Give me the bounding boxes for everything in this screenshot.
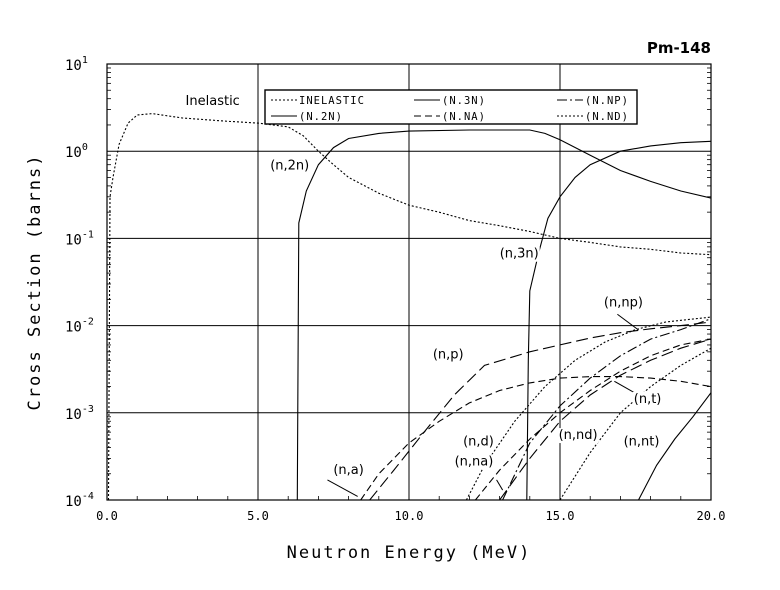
series-n-nd — [559, 347, 711, 500]
legend-box: INELASTIC (N.3N) (N.NP) (N.2N) (N.NA) (N.ND) — [264, 89, 638, 125]
x-tick-label: 20.0 — [697, 509, 726, 523]
curve-label: Inelastic — [186, 94, 240, 109]
curve-label: (n,p) — [433, 347, 464, 362]
series-n-np — [502, 318, 711, 500]
x-tick-label: 10.0 — [395, 509, 424, 523]
label-background — [602, 295, 644, 311]
tick-layer: 0.0 5.0 10.0 15.0 20.0 101 100 10-1 10-2 10-3 10-4 — [65, 55, 725, 523]
series-layer — [107, 113, 711, 500]
series-n-3n — [526, 140, 711, 500]
y-axis-label: Cross Section (barns) — [25, 154, 45, 411]
curve-label: (n,na) — [455, 454, 494, 469]
series-n-d — [465, 316, 711, 500]
series-n-t — [499, 338, 711, 500]
y-tick-label: 10-2 — [65, 317, 94, 336]
curve-label: (n,t) — [634, 392, 662, 407]
label-pointer — [496, 479, 504, 491]
legend-label: (N.2N) — [299, 111, 343, 123]
curve-label: (n,d) — [463, 435, 494, 450]
y-tick-label: 10-1 — [65, 229, 94, 248]
y-tick-label: 10-3 — [65, 404, 94, 423]
label-background — [453, 454, 495, 470]
curve-label: (n,2n) — [270, 158, 309, 173]
curve-label: (n,np) — [604, 296, 643, 311]
series-n-nt — [638, 392, 711, 500]
series-n-na — [474, 338, 711, 500]
curve-label: (n,a) — [333, 463, 363, 478]
y-tick-label: 100 — [65, 142, 88, 161]
x-axis-label: Neutron Energy (MeV) — [287, 543, 532, 563]
x-tick-label: 15.0 — [546, 509, 575, 523]
series-n-a — [360, 376, 711, 500]
label-pointer — [617, 313, 639, 331]
label-background — [332, 462, 365, 478]
curve-label: (n,3n) — [500, 247, 539, 262]
label-background — [498, 246, 540, 262]
series-n-p — [369, 321, 711, 500]
grid-layer — [107, 64, 711, 500]
legend-frame — [264, 89, 638, 125]
legend-label: INELASTIC — [299, 95, 365, 107]
legend-label: (N.NP) — [585, 95, 629, 107]
label-background — [184, 93, 241, 109]
legend-label: (N.3N) — [442, 95, 486, 107]
legend-label: (N.NA) — [442, 111, 486, 123]
curve-label: (n,nt) — [624, 435, 660, 450]
label-background — [269, 158, 311, 174]
x-tick-label: 0.0 — [96, 509, 118, 523]
label-background — [462, 434, 495, 450]
x-tick-label: 5.0 — [247, 509, 269, 523]
legend-label: (N.ND) — [585, 111, 629, 123]
label-background — [632, 391, 663, 407]
y-tick-label: 101 — [65, 55, 88, 74]
series-n-2n — [296, 129, 711, 500]
chart-title: Pm-148 — [647, 39, 711, 57]
label-background — [622, 434, 661, 450]
label-pointer — [327, 479, 358, 497]
curve-label: (n,nd) — [559, 428, 598, 443]
label-background — [557, 428, 599, 444]
annotation-layer: Inelastic (n,2n) (n,3n) (n,np) (n,p) (n,t) (n,… — [184, 93, 663, 497]
y-tick-label: 10-4 — [65, 491, 94, 510]
label-background — [431, 347, 465, 363]
series-inelastic — [107, 113, 711, 500]
